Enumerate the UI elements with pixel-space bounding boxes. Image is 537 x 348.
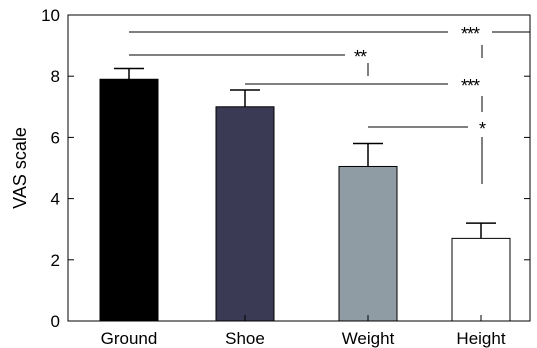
- y-tick-label-6: 6: [51, 128, 60, 147]
- y-tick-label-8: 8: [51, 67, 60, 86]
- significance-annotations: *********: [129, 24, 530, 184]
- sig-label-weight-height: *: [479, 119, 486, 139]
- x-tick-label-weight: Weight: [342, 329, 395, 348]
- x-tick-label-ground: Ground: [101, 329, 158, 348]
- x-tick-label-shoe: Shoe: [225, 329, 265, 348]
- bars: Ground Shoe Weight Height: [99, 67, 511, 348]
- bar-shoe: [215, 106, 275, 322]
- plot-frame: [67, 14, 531, 322]
- y-tick-label-2: 2: [51, 251, 60, 270]
- bar-ground: [99, 78, 159, 322]
- axes: 0 2 4 6 8 10: [41, 6, 531, 331]
- y-tick-label-10: 10: [41, 6, 60, 25]
- sig-label-shoe-height: ***: [461, 76, 480, 96]
- bar-height: [451, 237, 511, 322]
- bar-weight: [338, 165, 398, 322]
- y-axis-label: VAS scale: [10, 127, 30, 209]
- sig-label-ground-height: ***: [461, 24, 480, 44]
- y-tick-label-4: 4: [51, 190, 60, 209]
- x-tick-label-height: Height: [456, 329, 505, 348]
- y-tick-label-0: 0: [51, 312, 60, 331]
- sig-label-ground-shoe: **: [354, 47, 367, 67]
